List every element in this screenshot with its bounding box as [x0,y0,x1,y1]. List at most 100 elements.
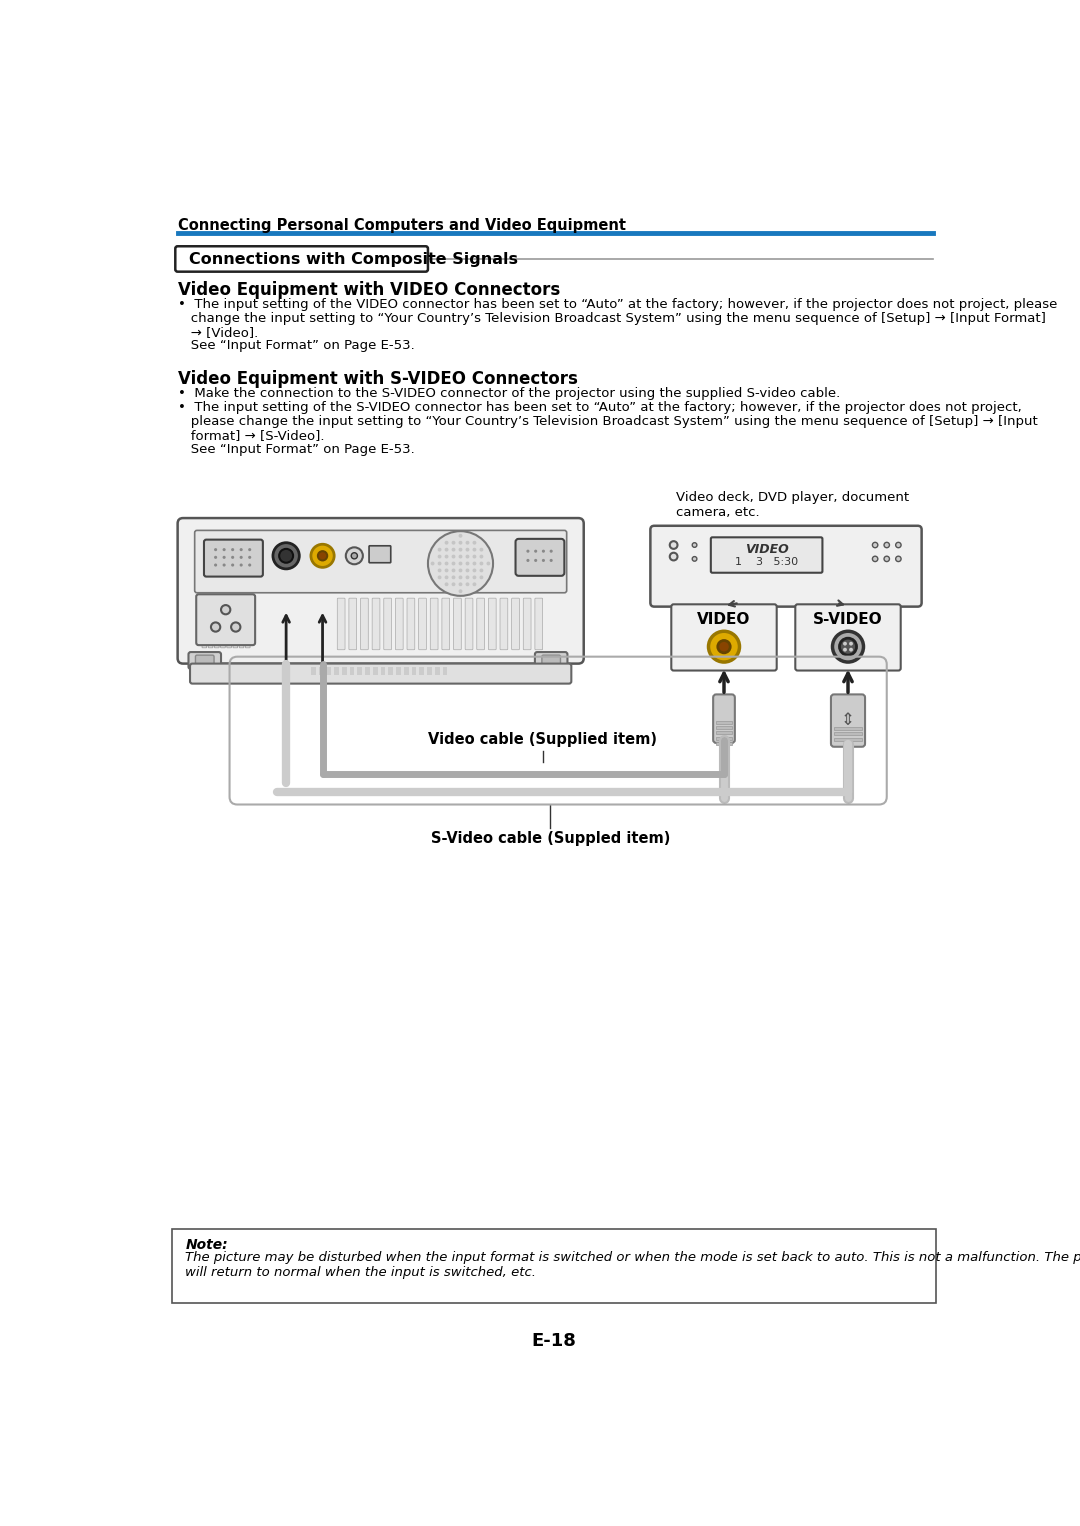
Circle shape [459,548,462,551]
FancyBboxPatch shape [515,539,565,575]
FancyBboxPatch shape [430,598,438,650]
Circle shape [480,575,484,580]
FancyBboxPatch shape [240,620,244,624]
FancyBboxPatch shape [227,597,231,601]
FancyBboxPatch shape [204,540,262,577]
Circle shape [473,569,476,572]
Bar [334,667,339,674]
Circle shape [445,554,448,559]
FancyBboxPatch shape [220,642,226,649]
Circle shape [473,562,476,566]
FancyBboxPatch shape [227,635,231,639]
Text: VIDEO: VIDEO [698,612,751,627]
Circle shape [473,575,476,580]
Text: format] → [S-Video].: format] → [S-Video]. [177,429,324,441]
Circle shape [451,548,456,551]
Bar [443,667,447,674]
Circle shape [248,548,252,551]
FancyBboxPatch shape [369,546,391,563]
Circle shape [428,531,494,595]
Bar [326,667,332,674]
Circle shape [839,638,856,655]
Text: Video cable (Supplied item): Video cable (Supplied item) [428,732,657,746]
FancyBboxPatch shape [202,612,206,617]
Text: •  The input setting of the VIDEO connector has been set to “Auto” at the factor: • The input setting of the VIDEO connect… [177,298,1057,311]
Circle shape [459,540,462,545]
Circle shape [670,542,677,549]
Circle shape [550,549,553,552]
Circle shape [222,548,226,551]
Circle shape [445,575,448,580]
Circle shape [692,543,697,548]
FancyBboxPatch shape [220,612,226,617]
FancyBboxPatch shape [395,598,403,650]
FancyBboxPatch shape [245,597,251,601]
FancyBboxPatch shape [337,598,345,650]
Circle shape [231,548,234,551]
FancyBboxPatch shape [233,604,238,609]
Bar [716,737,732,740]
Circle shape [535,559,537,562]
FancyBboxPatch shape [227,627,231,632]
Circle shape [895,555,901,562]
Bar [411,667,416,674]
Circle shape [231,563,234,566]
Circle shape [221,606,230,615]
FancyBboxPatch shape [240,642,244,649]
Bar [716,742,732,745]
Bar [396,667,401,674]
FancyBboxPatch shape [208,642,213,649]
FancyBboxPatch shape [240,612,244,617]
FancyBboxPatch shape [177,517,583,664]
FancyBboxPatch shape [202,642,206,649]
Circle shape [670,552,677,560]
Bar [435,667,440,674]
Circle shape [849,642,853,645]
Text: •  The input setting of the S-VIDEO connector has been set to “Auto” at the fact: • The input setting of the S-VIDEO conne… [177,401,1022,414]
Circle shape [465,583,470,586]
Circle shape [451,569,456,572]
Text: S-VIDEO: S-VIDEO [813,612,882,627]
FancyBboxPatch shape [220,635,226,639]
FancyBboxPatch shape [202,627,206,632]
FancyBboxPatch shape [476,598,485,650]
FancyBboxPatch shape [542,655,561,665]
Bar [834,732,862,736]
Bar [389,667,393,674]
FancyBboxPatch shape [795,604,901,670]
FancyBboxPatch shape [202,604,206,609]
Circle shape [885,555,890,562]
FancyBboxPatch shape [215,604,219,609]
FancyBboxPatch shape [227,620,231,624]
Bar [428,667,432,674]
Circle shape [351,552,357,559]
Circle shape [273,543,299,569]
Text: ⇕: ⇕ [841,711,855,729]
Bar [404,667,408,674]
Circle shape [311,545,334,568]
Circle shape [473,554,476,559]
Circle shape [214,555,217,559]
Circle shape [459,562,462,566]
Circle shape [480,569,484,572]
FancyBboxPatch shape [361,598,368,650]
Circle shape [240,563,243,566]
FancyBboxPatch shape [535,598,542,650]
FancyBboxPatch shape [194,531,567,592]
Bar [373,667,378,674]
FancyBboxPatch shape [240,635,244,639]
Circle shape [692,557,697,562]
FancyBboxPatch shape [245,620,251,624]
Text: Video Equipment with VIDEO Connectors: Video Equipment with VIDEO Connectors [177,281,559,299]
Bar [834,737,862,740]
FancyBboxPatch shape [208,635,213,639]
FancyBboxPatch shape [349,598,356,650]
FancyBboxPatch shape [195,655,214,665]
Circle shape [437,554,442,559]
Circle shape [459,569,462,572]
Text: please change the input setting to “Your Country’s Television Broadcast System” : please change the input setting to “Your… [177,415,1038,427]
Circle shape [843,642,847,645]
Bar [357,667,362,674]
FancyBboxPatch shape [215,620,219,624]
Text: Video Equipment with S-VIDEO Connectors: Video Equipment with S-VIDEO Connectors [177,371,578,388]
